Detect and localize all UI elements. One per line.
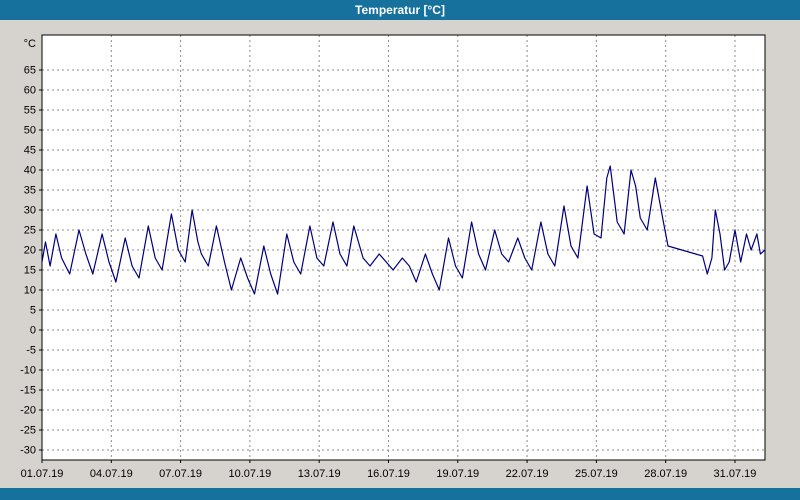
y-tick-label: 5 bbox=[30, 305, 36, 317]
x-tick-label: 07.07.19 bbox=[159, 468, 202, 480]
x-tick-label: 04.07.19 bbox=[90, 468, 133, 480]
y-tick-label: 20 bbox=[24, 245, 36, 257]
x-tick-label: 13.07.19 bbox=[298, 468, 341, 480]
y-axis-unit-label: °C bbox=[24, 38, 36, 50]
plot-background bbox=[42, 35, 765, 460]
chart-area: 65 60 55 50 45 40 35 30 25 20 15 10 5 0 -5 -10 -15 -20 -25… bbox=[0, 20, 800, 488]
window-title: Temperatur [°C] bbox=[355, 3, 445, 17]
x-tick-label: 22.07.19 bbox=[506, 468, 549, 480]
x-tick-label: 01.07.19 bbox=[21, 468, 64, 480]
plot-frame bbox=[41, 34, 766, 461]
y-tick-label: 45 bbox=[24, 145, 36, 157]
y-tick-label: 35 bbox=[24, 185, 36, 197]
x-tick-label: 16.07.19 bbox=[367, 468, 410, 480]
y-tick-label: 55 bbox=[24, 105, 36, 117]
y-tick-label: -20 bbox=[20, 405, 36, 417]
x-tick-label: 31.07.19 bbox=[714, 468, 757, 480]
y-tick-label: 30 bbox=[24, 205, 36, 217]
window-titlebar[interactable]: Temperatur [°C] bbox=[0, 0, 800, 20]
bottom-statusbar bbox=[0, 488, 800, 500]
y-tick-label: 65 bbox=[24, 65, 36, 77]
temperature-series-line bbox=[41, 165, 766, 295]
x-tick-label: 10.07.19 bbox=[228, 468, 271, 480]
y-tick-label: -5 bbox=[26, 345, 36, 357]
y-tick-label: -10 bbox=[20, 365, 36, 377]
y-tick-label: 50 bbox=[24, 125, 36, 137]
y-tick-label: 0 bbox=[30, 325, 36, 337]
y-tick-label: 10 bbox=[24, 285, 36, 297]
temperature-line-chart[interactable]: 65605550454035302520151050-5-10-15-20-25… bbox=[0, 20, 800, 488]
y-tick-label: 25 bbox=[24, 225, 36, 237]
x-tick-label: 19.07.19 bbox=[436, 468, 479, 480]
x-tick-label: 25.07.19 bbox=[575, 468, 618, 480]
y-tick-label: -15 bbox=[20, 385, 36, 397]
y-tick-label: 60 bbox=[24, 85, 36, 97]
y-tick-label: -30 bbox=[20, 445, 36, 457]
y-tick-label: -25 bbox=[20, 425, 36, 437]
y-tick-label: 15 bbox=[24, 265, 36, 277]
x-tick-label: 28.07.19 bbox=[644, 468, 687, 480]
y-tick-label: 40 bbox=[24, 165, 36, 177]
